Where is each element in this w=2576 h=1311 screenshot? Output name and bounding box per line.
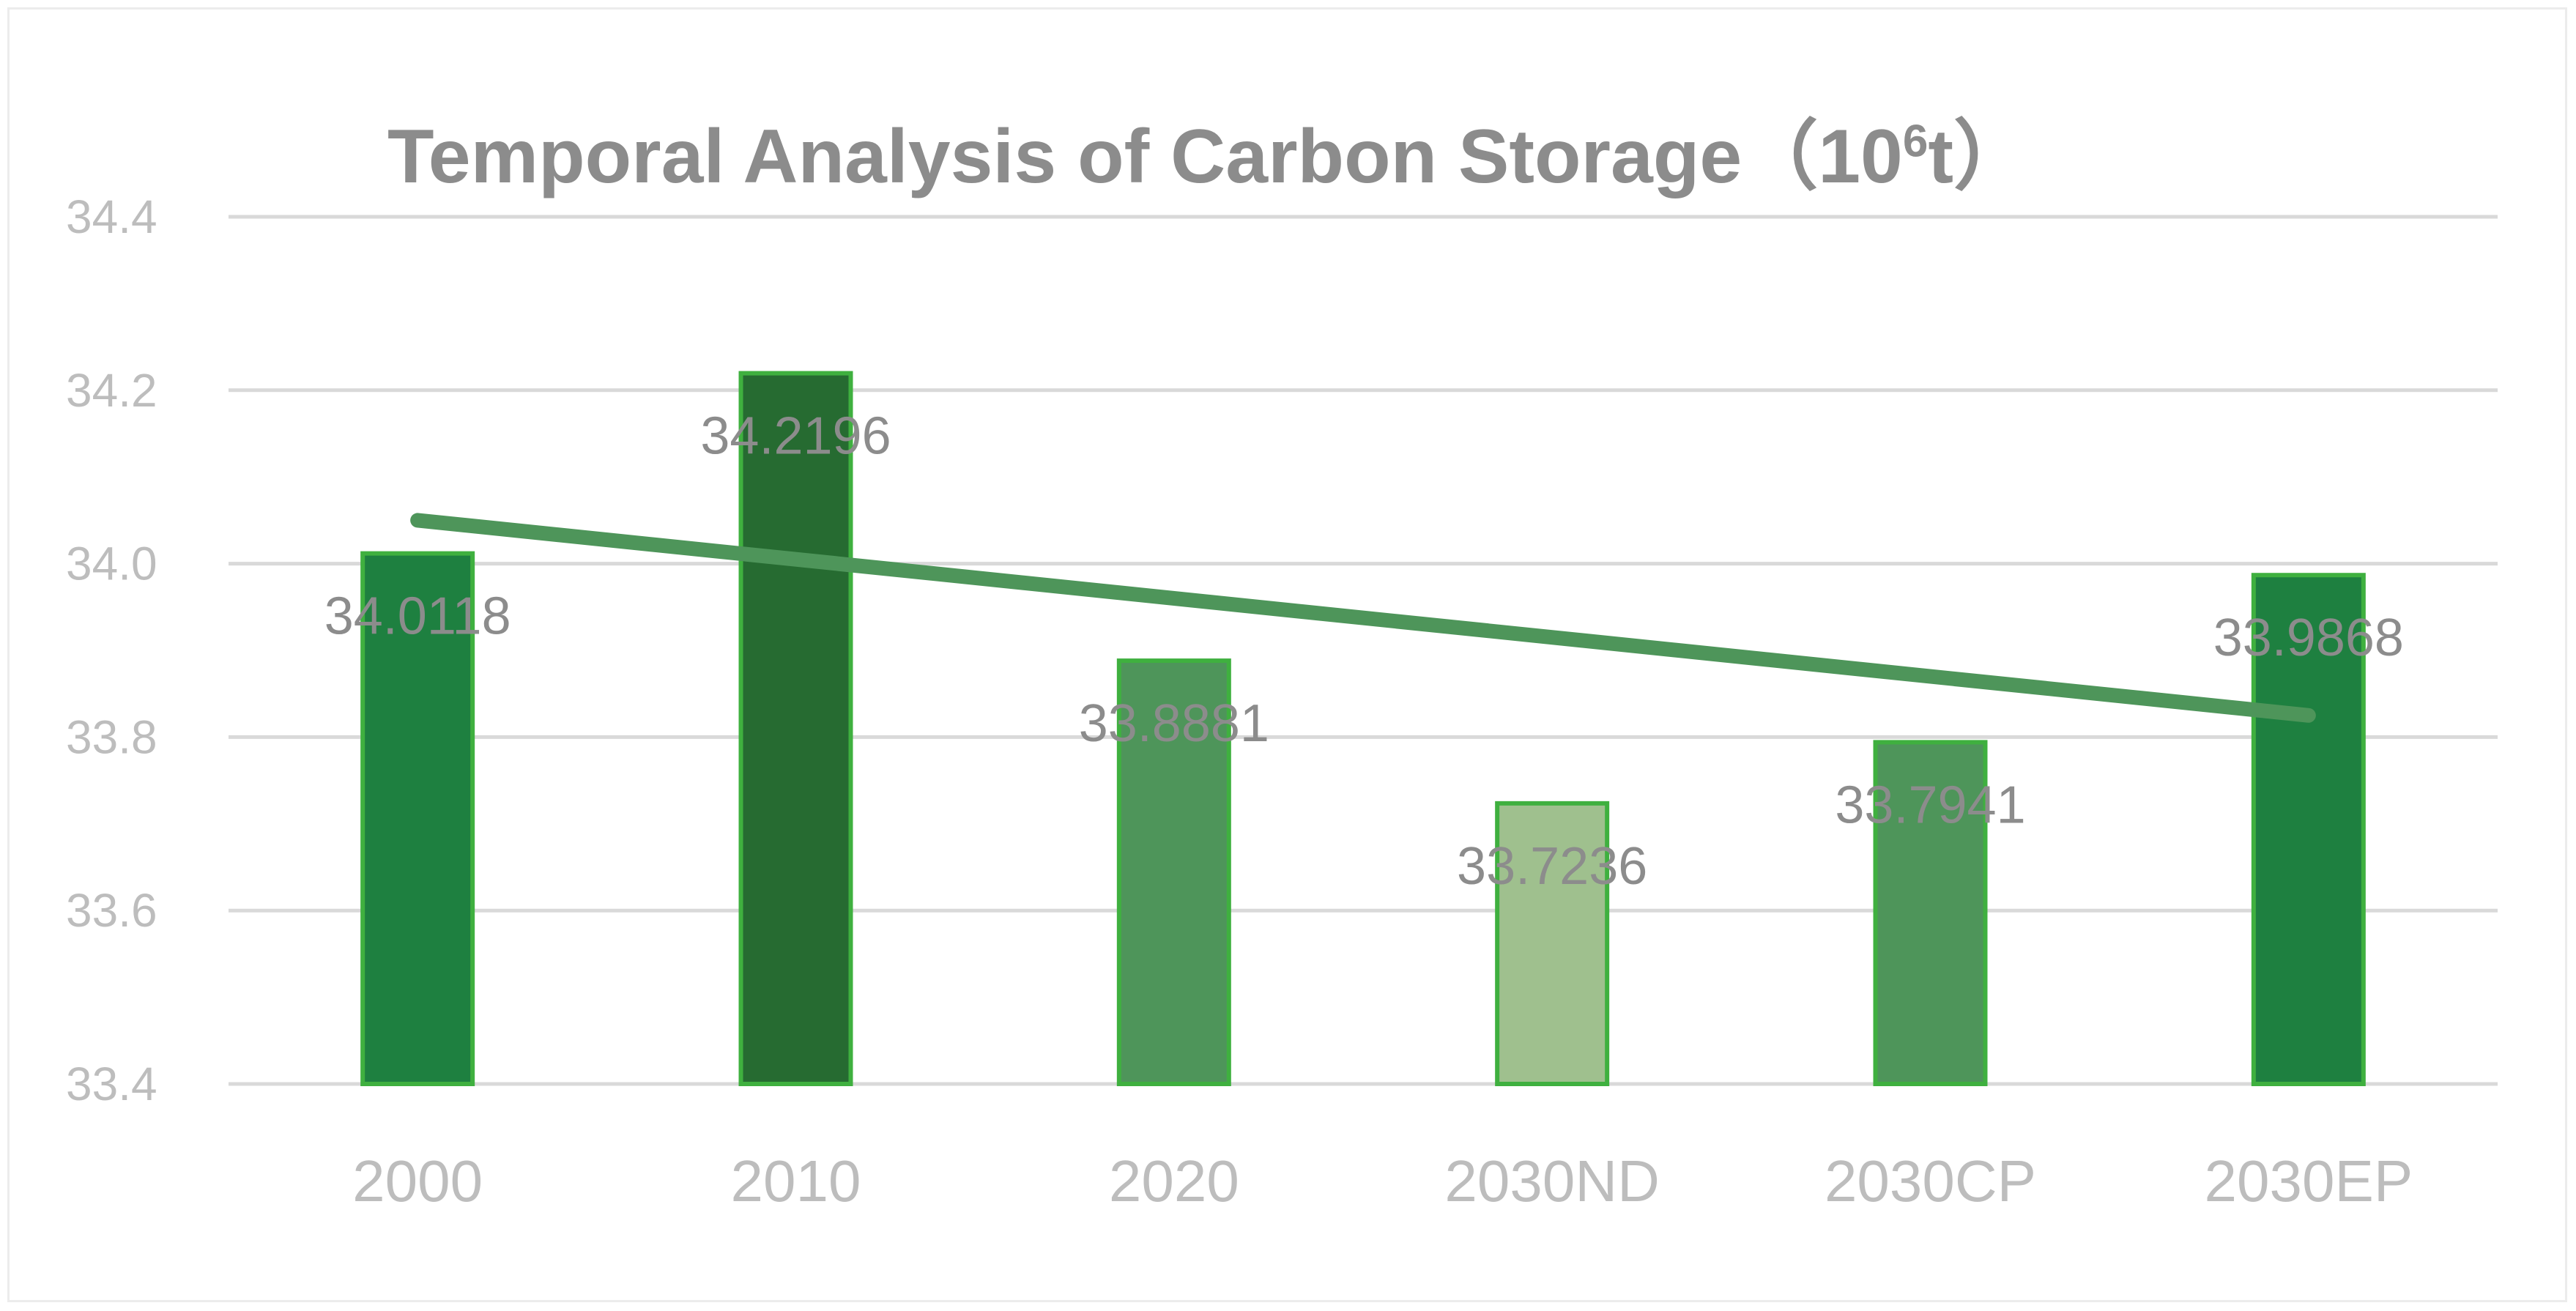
x-category-label: 2030EP [2204,1148,2413,1214]
data-label: 33.8881 [1079,694,1269,753]
y-tick-label: 33.8 [66,710,157,763]
chart-title-unit-open: （10 [1742,114,1903,199]
y-tick-label: 33.6 [66,884,157,937]
data-label: 34.0118 [324,587,511,646]
bar [738,371,853,1086]
chart-title: Temporal Analysis of Carbon Storage（106t… [0,94,2417,204]
x-category-label: 2000 [352,1148,483,1214]
bar [1873,740,1988,1087]
chart-title-unit-close: t） [1928,114,2030,199]
y-tick-label: 34.2 [66,364,157,417]
chart-title-unit-sup: 6 [1902,116,1929,167]
x-category-label: 2010 [731,1148,861,1214]
x-category-label: 2030CP [1825,1148,2036,1214]
chart-title-text: Temporal Analysis of Carbon Storage [387,114,1742,199]
bar [1495,801,1610,1086]
bar [2251,573,2366,1086]
y-tick-label: 33.4 [66,1058,157,1110]
data-label: 34.2196 [700,407,891,466]
data-labels: 34.0118 34.2196 33.8881 33.7236 33.7941 33.98… [324,407,2404,896]
bar [1116,658,1231,1086]
trendline [410,513,2316,723]
grid-lines [229,215,2498,1086]
bars [360,371,2366,1087]
x-category-label: 2030ND [1444,1148,1660,1214]
x-category-label: 2020 [1109,1148,1239,1214]
trendline-group [410,513,2316,723]
data-label: 33.7941 [1835,776,2025,834]
data-label: 33.7236 [1457,837,1647,896]
bar [360,551,475,1086]
y-tick-label: 34.0 [66,538,157,590]
x-axis-categories: 2000 2010 2020 2030ND 2030CP 2030EP [352,1148,2413,1214]
data-label: 33.9868 [2213,609,2404,667]
y-tick-label: 34.4 [66,190,157,243]
y-axis-ticks: 33.4 33.6 33.8 34.0 34.2 34.4 [66,190,157,1110]
